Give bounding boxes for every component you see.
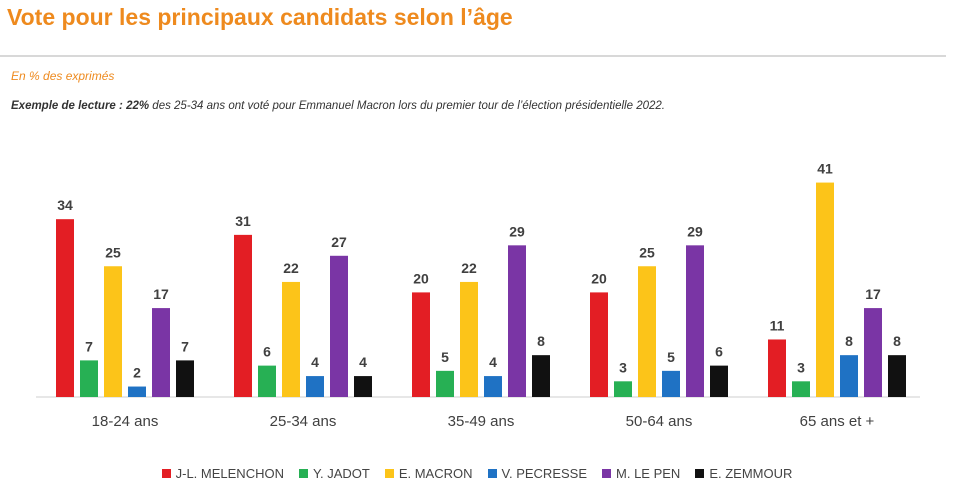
legend-label: M. LE PEN (616, 466, 681, 481)
bar (258, 365, 276, 397)
legend-label: E. ZEMMOUR (709, 466, 793, 481)
legend-swatch (695, 469, 705, 478)
bar (436, 370, 454, 397)
data-label: 20 (591, 270, 607, 286)
data-label: 29 (687, 223, 703, 239)
reading-text: des 25-34 ans ont voté pour Emmanuel Mac… (152, 100, 665, 112)
data-label: 8 (893, 333, 901, 349)
data-label: 3 (797, 359, 805, 375)
data-label: 5 (441, 349, 449, 365)
bar (638, 266, 656, 397)
bar (306, 376, 324, 397)
bar (816, 182, 834, 397)
bar (710, 365, 728, 397)
reading-label: Exemple de lecture : (11, 100, 123, 112)
bar (234, 234, 252, 397)
unit-note: En % des exprimés (11, 69, 115, 83)
legend-label: V. PECRESSE (501, 466, 588, 481)
data-label: 11 (770, 317, 785, 333)
data-label: 7 (181, 338, 189, 354)
legend-item: M. LE PEN (602, 466, 680, 481)
bar (508, 245, 526, 397)
bar (282, 281, 300, 397)
bar (768, 339, 786, 397)
bar (176, 360, 194, 397)
legend-item: V. PECRESSE (487, 466, 588, 481)
bar (590, 292, 608, 397)
data-label: 17 (153, 286, 169, 302)
data-label: 25 (639, 244, 655, 260)
bar (840, 355, 858, 397)
bar (56, 219, 74, 397)
bar (412, 292, 430, 397)
data-label: 2 (133, 365, 141, 381)
legend-swatch (298, 469, 308, 478)
bar (532, 355, 550, 397)
data-label: 20 (413, 270, 429, 286)
data-label: 6 (715, 344, 723, 360)
legend-label: J-L. MELENCHON (175, 466, 284, 481)
legend-swatch (602, 469, 612, 478)
reading-example: Exemple de lecture : 22% des 25-34 ans o… (11, 100, 665, 112)
data-label: 31 (235, 213, 251, 229)
bar (104, 266, 122, 397)
data-label: 4 (359, 354, 367, 370)
data-label: 6 (263, 344, 271, 360)
legend-label: Y. JADOT (312, 466, 370, 481)
legend-swatch (487, 469, 497, 478)
x-tick-label: 18-24 ans (92, 413, 159, 430)
legend-item: J-L. MELENCHON (161, 466, 284, 481)
legend-label: E. MACRON (398, 466, 473, 481)
data-label: 3 (619, 359, 627, 375)
bar (152, 308, 170, 397)
legend-item: E. MACRON (384, 466, 473, 481)
legend-item: E. ZEMMOUR (695, 466, 792, 481)
bar (792, 381, 810, 397)
data-label: 17 (865, 286, 881, 302)
bar (354, 376, 372, 397)
bar (330, 255, 348, 397)
data-label: 22 (461, 260, 477, 276)
bar (864, 308, 882, 397)
bar (484, 376, 502, 397)
data-label: 27 (331, 234, 347, 250)
legend-swatch (161, 469, 171, 478)
data-label: 8 (845, 333, 853, 349)
x-tick-label: 50-64 ans (626, 413, 693, 430)
data-label: 41 (817, 161, 833, 177)
bar (128, 386, 146, 397)
data-label: 4 (489, 354, 497, 370)
bar (460, 281, 478, 397)
title-divider (0, 55, 946, 57)
bar (80, 360, 98, 397)
data-label: 8 (537, 333, 545, 349)
legend: J-L. MELENCHON Y. JADOT E. MACRON V. PECRES… (0, 466, 954, 481)
data-label: 22 (283, 260, 299, 276)
reading-value: 22% (126, 100, 150, 112)
data-label: 34 (57, 197, 73, 213)
data-label: 4 (311, 354, 319, 370)
bar (662, 370, 680, 397)
data-label: 25 (105, 244, 121, 260)
data-label: 7 (85, 338, 93, 354)
data-label: 5 (667, 349, 675, 365)
legend-item: Y. JADOT (298, 466, 370, 481)
chart-title: Vote pour les principaux candidats selon… (7, 4, 513, 30)
bar (686, 245, 704, 397)
data-label: 29 (509, 223, 525, 239)
legend-swatch (384, 469, 394, 478)
x-tick-label: 35-49 ans (448, 413, 515, 430)
bar (888, 355, 906, 397)
x-tick-label: 65 ans et + (800, 413, 875, 430)
x-tick-label: 25-34 ans (270, 413, 337, 430)
bar (614, 381, 632, 397)
